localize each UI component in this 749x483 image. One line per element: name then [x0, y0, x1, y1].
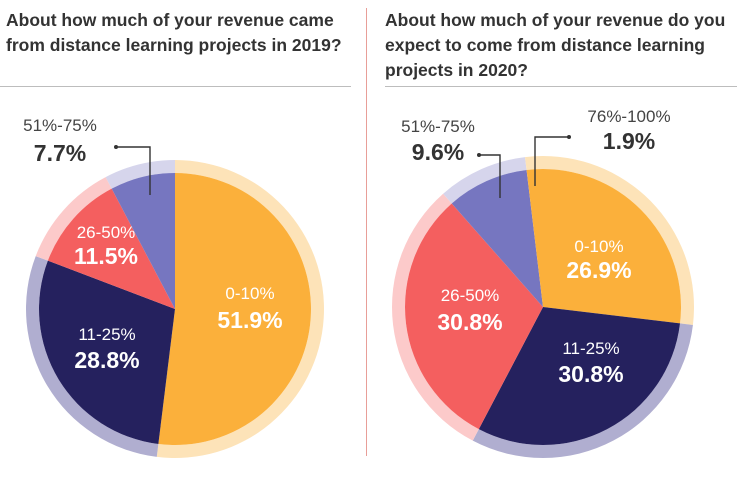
pie-chart-2020: 0-10%26.9% 11-25% 30.8% 26-50% 30.8% 51%-75% 9…: [373, 0, 749, 483]
slice-value-label: 51.9%: [217, 307, 282, 333]
leader-dot: [114, 145, 118, 149]
slice-category-label: 11-25%: [78, 325, 135, 344]
slice-value-label: 9.6%: [412, 139, 464, 165]
slice-value-label: 30.8%: [437, 309, 502, 335]
chart-panel-2020: About how much of your revenue do you ex…: [373, 0, 749, 483]
slice-value-label: 1.9%: [603, 128, 655, 154]
slice-value-label: 7.7%: [34, 140, 86, 166]
slice-category-label: 11-25%: [562, 339, 619, 358]
slice-category-label: 0-10%: [574, 237, 623, 256]
chart-panel-2019: About how much of your revenue came from…: [0, 0, 362, 483]
pie-chart-2019: 0-10% 51.9% 11-25% 28.8% 26-50%11.5% 51%-75% 7…: [0, 0, 362, 483]
slice-category-label: 0-10%: [225, 284, 274, 303]
slice-value-label: 11.5%: [74, 243, 138, 269]
pie-ring-76-100: [525, 156, 543, 170]
slice-category-label: 51%-75%: [23, 116, 97, 135]
slice-category-label: 26-50%: [441, 286, 500, 305]
slice-value-label: 26.9%: [566, 257, 631, 283]
leader-dot: [477, 153, 481, 157]
panel-divider: [366, 8, 367, 456]
slice-category-label: 76%-100%: [587, 107, 670, 126]
slice-category-label: 51%-75%: [401, 117, 475, 136]
slice-value-label: 30.8%: [558, 361, 623, 387]
slice-category-label: 26-50%: [77, 223, 136, 242]
slice-value-label: 28.8%: [74, 347, 139, 373]
leader-dot: [567, 135, 571, 139]
